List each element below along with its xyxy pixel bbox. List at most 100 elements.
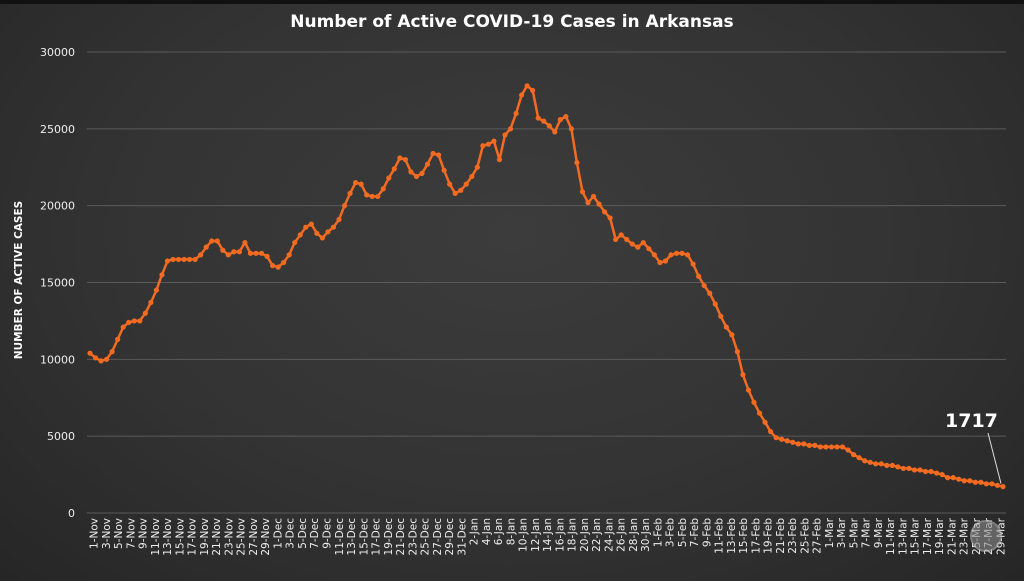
data-point	[629, 241, 635, 247]
data-point	[391, 166, 397, 172]
data-point	[292, 239, 298, 246]
x-tick-label: 23-Mar	[959, 517, 971, 555]
data-point	[679, 250, 685, 256]
data-point	[651, 252, 658, 258]
data-point	[225, 252, 231, 258]
data-point	[530, 87, 536, 94]
data-point	[972, 479, 978, 485]
x-tick-label: 18-Jan	[567, 518, 579, 552]
data-point	[701, 282, 707, 289]
x-tick-label: 17-Nov	[187, 518, 199, 556]
x-tick-label: 5-Nov	[113, 518, 125, 549]
data-point	[170, 256, 176, 263]
x-tick-label: 3-Dec	[285, 518, 297, 549]
x-tick-label: 27-Dec	[432, 518, 444, 556]
data-point	[961, 478, 967, 484]
data-point	[131, 318, 137, 324]
data-points	[87, 83, 1006, 490]
data-point	[590, 193, 597, 200]
data-point	[319, 235, 325, 241]
data-point	[436, 152, 442, 158]
data-point	[413, 173, 420, 180]
data-point	[109, 349, 115, 355]
data-point	[917, 467, 923, 473]
x-tick-label: 1-Feb	[652, 518, 664, 547]
y-tick-label: 25000	[40, 123, 75, 136]
data-point	[817, 444, 824, 450]
data-point	[137, 318, 143, 324]
x-tick-label: 29-Nov	[260, 518, 272, 556]
data-point	[458, 187, 464, 193]
data-point	[900, 465, 907, 472]
data-point	[375, 193, 381, 200]
data-point	[978, 479, 984, 485]
data-point	[712, 301, 718, 307]
data-point	[353, 180, 359, 186]
data-point	[624, 236, 630, 243]
data-point	[889, 462, 895, 468]
x-tick-label: 5-Feb	[677, 518, 689, 547]
data-point	[175, 256, 182, 263]
x-tick-label: 11-Mar	[885, 517, 897, 555]
x-tick-label: 6-Jan	[493, 518, 505, 545]
top-edge-bar	[0, 0, 1024, 4]
data-point	[729, 332, 735, 338]
y-tick-label: 5000	[47, 430, 75, 443]
data-point	[181, 256, 187, 263]
x-tick-label: 15-Dec	[358, 518, 370, 556]
data-point	[552, 129, 558, 135]
x-tick-label: 23-Feb	[787, 518, 799, 554]
x-tick-label: 21-Feb	[775, 518, 787, 554]
data-point	[430, 150, 436, 157]
data-point	[115, 336, 121, 342]
data-point	[148, 299, 154, 306]
x-tick-label: 13-Dec	[346, 518, 358, 556]
x-tick-label: 17-Feb	[750, 518, 762, 554]
data-point	[142, 310, 148, 316]
x-tick-label: 1-Nov	[89, 518, 101, 549]
data-point	[690, 261, 696, 267]
data-point	[270, 262, 276, 269]
data-point	[330, 224, 337, 230]
data-point	[768, 428, 774, 435]
x-tick-label: 3-Feb	[665, 518, 677, 547]
data-point	[585, 199, 591, 206]
data-point	[264, 253, 270, 259]
x-tick-label: 21-Mar	[946, 517, 958, 555]
y-tick-label: 0	[68, 507, 75, 520]
y-tick-label: 10000	[40, 353, 75, 366]
data-point	[513, 110, 519, 117]
data-point	[253, 250, 259, 256]
data-point	[756, 410, 763, 416]
data-point	[950, 475, 956, 481]
data-point	[480, 143, 486, 149]
data-point	[873, 461, 879, 467]
data-point	[602, 209, 608, 215]
x-tick-label: 27-Feb	[812, 518, 824, 554]
data-point	[685, 252, 691, 258]
x-tick-label: 8-Jan	[505, 518, 517, 545]
data-point	[87, 350, 93, 356]
data-point	[596, 201, 602, 207]
data-point	[120, 324, 126, 330]
data-point	[884, 462, 890, 468]
data-point	[707, 290, 713, 296]
x-tick-label: 10-Jan	[518, 518, 530, 552]
data-point	[231, 249, 237, 255]
x-tick-label: 16-Jan	[554, 518, 566, 552]
data-point	[275, 264, 281, 270]
data-point	[867, 459, 873, 465]
data-point	[994, 482, 1001, 488]
data-point	[878, 461, 884, 467]
x-tick-label: 5-Dec	[297, 518, 309, 549]
data-point	[934, 470, 940, 476]
x-tick-label: 3-Nov	[101, 518, 113, 549]
x-tick-label: 21-Nov	[211, 518, 223, 556]
data-point	[568, 126, 575, 132]
x-tick-label: 26-Jan	[616, 518, 628, 552]
data-point	[491, 138, 497, 144]
data-point	[618, 232, 624, 238]
x-tick-label: 5-Mar	[848, 517, 860, 548]
chart-title: Number of Active COVID-19 Cases in Arkan…	[290, 12, 734, 32]
data-point	[607, 215, 613, 221]
